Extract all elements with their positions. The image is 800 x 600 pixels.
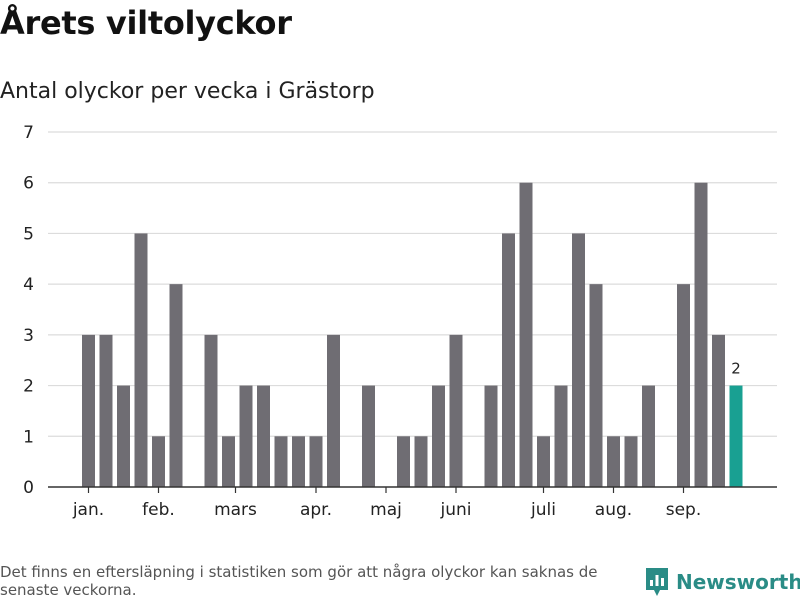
x-tick-label: apr. [300, 500, 332, 520]
bars [82, 182, 743, 487]
bar [589, 284, 603, 487]
x-tick-label: jan. [72, 500, 104, 520]
bar [572, 233, 585, 487]
x-axis [48, 486, 777, 493]
bar [327, 334, 340, 487]
bar [694, 182, 708, 487]
x-tick-label: sep. [666, 500, 702, 520]
chart-title: Årets viltolyckor [0, 4, 292, 42]
y-tick-label: 1 [23, 427, 34, 447]
bar [309, 436, 323, 487]
y-tick-label: 3 [23, 326, 34, 346]
x-axis-tick-labels: jan. feb. mars apr. maj juni juli aug. sep. [72, 500, 701, 520]
y-tick-label: 2 [23, 377, 34, 397]
bar [677, 284, 690, 487]
bar [537, 436, 550, 487]
bar-chart: 0 1 2 3 4 5 6 7 jan. feb. mars apr. maj juni juli aug.… [23, 123, 777, 520]
bar [204, 334, 218, 487]
y-tick-label: 7 [23, 123, 34, 143]
bar [432, 385, 445, 487]
brand-name: Newsworthy [676, 570, 800, 594]
bar-highlight [729, 385, 743, 487]
y-tick-label: 6 [23, 174, 34, 194]
y-tick-label: 0 [23, 478, 34, 498]
bar [82, 334, 95, 487]
bar [362, 385, 375, 487]
bar [414, 436, 428, 487]
bar [292, 436, 305, 487]
x-tick-label: mars [214, 500, 257, 520]
bar [117, 385, 130, 487]
x-tick-label: maj [370, 500, 402, 520]
bar [449, 334, 463, 487]
bar [484, 385, 498, 487]
x-tick-label: feb. [142, 500, 175, 520]
x-tick-label: juli [530, 500, 556, 520]
footnote: Det finns en eftersläpning i statistiken… [0, 563, 598, 599]
newsworthy-logo-icon [646, 568, 668, 596]
bar [642, 385, 655, 487]
bar [257, 385, 270, 487]
x-tick-label: aug. [595, 500, 632, 520]
y-axis-tick-labels: 0 1 2 3 4 5 6 7 [23, 123, 34, 498]
bar [519, 182, 533, 487]
bar [397, 436, 410, 487]
y-tick-label: 4 [23, 275, 34, 295]
bar [99, 334, 113, 487]
data-label: 2 [731, 360, 741, 378]
bar [624, 436, 638, 487]
bar [274, 436, 288, 487]
y-tick-label: 5 [23, 224, 34, 244]
brand[interactable]: Newsworthy [644, 566, 800, 598]
bar [607, 436, 620, 487]
grid-lines [48, 131, 777, 437]
bar [169, 284, 183, 487]
chart-subtitle: Antal olyckor per vecka i Grästorp [0, 79, 375, 104]
bar [554, 385, 568, 487]
data-labels: 2 [731, 360, 741, 378]
bar [239, 385, 253, 487]
bar [502, 233, 515, 487]
bar [222, 436, 235, 487]
bar [152, 436, 165, 487]
bar [134, 233, 148, 487]
x-tick-label: juni [440, 500, 472, 520]
bar [712, 334, 725, 487]
